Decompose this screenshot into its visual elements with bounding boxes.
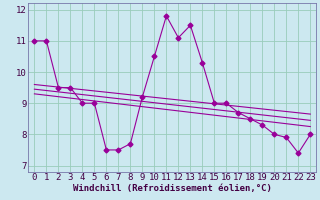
- X-axis label: Windchill (Refroidissement éolien,°C): Windchill (Refroidissement éolien,°C): [73, 184, 272, 193]
